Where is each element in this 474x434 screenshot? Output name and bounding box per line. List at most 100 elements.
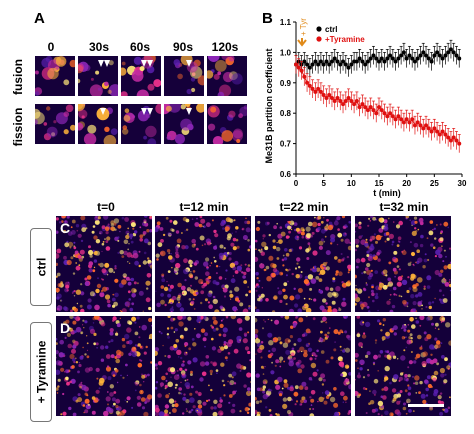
ctrl-point bbox=[385, 56, 390, 61]
arrowhead-marker bbox=[147, 108, 153, 115]
chart-y-axis-label: Me31B partition coefficient bbox=[264, 48, 274, 163]
tyramine-point bbox=[424, 123, 429, 128]
tyramine-tile-0-texture bbox=[56, 316, 152, 416]
ctrl-point bbox=[338, 62, 343, 67]
tyramine-point bbox=[374, 111, 379, 116]
tyramine-tile-3 bbox=[355, 316, 451, 416]
tyramine-point bbox=[365, 108, 370, 113]
tyramine-point bbox=[393, 117, 398, 122]
tyramine-tile-0 bbox=[56, 316, 152, 416]
fusion-tile-2-texture bbox=[121, 56, 161, 96]
ctrl-point bbox=[352, 59, 357, 64]
fission-tile-3-texture bbox=[164, 104, 204, 144]
ctrl-point bbox=[316, 62, 321, 67]
panel-a-time-30s: 30s bbox=[88, 40, 110, 54]
arrowhead-marker bbox=[104, 60, 110, 67]
tyramine-point bbox=[346, 96, 351, 100]
tyramine-point bbox=[324, 96, 329, 100]
ctrl-point bbox=[437, 53, 442, 58]
x-tick-label: 10 bbox=[347, 179, 356, 188]
tyramine-point bbox=[349, 99, 354, 104]
ctrl-point bbox=[318, 59, 323, 64]
y-tick-label: 0.6 bbox=[280, 170, 292, 179]
fission-tile-0-texture bbox=[35, 104, 75, 141]
ctrl-point bbox=[440, 56, 445, 61]
tyramine-point bbox=[338, 99, 343, 104]
ctrl-point bbox=[382, 59, 387, 64]
ctrl-point bbox=[335, 59, 340, 64]
tyramine-point bbox=[305, 80, 310, 85]
tyramine-point bbox=[426, 126, 431, 131]
ctrl-point bbox=[374, 56, 379, 61]
ctrl-row-label: ctrl bbox=[34, 257, 48, 277]
ctrl-point bbox=[429, 59, 434, 64]
tyramine-point bbox=[332, 99, 337, 104]
tyramine-point bbox=[457, 141, 462, 146]
y-tick-label: 0.8 bbox=[280, 109, 292, 118]
tyramine-point bbox=[415, 120, 420, 125]
arrowhead-marker bbox=[147, 60, 153, 67]
tyramine-tile-2-texture bbox=[255, 316, 351, 416]
legend-ctrl-marker bbox=[316, 26, 322, 32]
tyramine-point bbox=[357, 105, 362, 110]
y-tick-label: 1.0 bbox=[280, 48, 292, 57]
tyramine-point bbox=[335, 96, 340, 100]
ctrl-point bbox=[346, 65, 351, 70]
panel-b-label: B bbox=[262, 10, 273, 27]
y-tick-label: 0.9 bbox=[280, 79, 292, 88]
tyramine-point bbox=[371, 108, 376, 113]
ctrl-point bbox=[396, 56, 401, 61]
ctrl-point bbox=[377, 59, 381, 64]
tyramine-point bbox=[299, 68, 304, 73]
tyr-annotation: + Tyr bbox=[299, 18, 308, 36]
panel-a-time-60s: 60s bbox=[129, 40, 151, 54]
legend-ctrl-label: ctrl bbox=[325, 25, 337, 34]
ctrl-point bbox=[426, 56, 431, 61]
ctrl-point bbox=[432, 53, 437, 58]
fission-tile-1-texture bbox=[78, 104, 118, 144]
fusion-tile-3 bbox=[164, 56, 204, 96]
ctrl-point bbox=[332, 56, 337, 61]
x-tick-label: 5 bbox=[321, 179, 326, 188]
ctrl-tile-1 bbox=[155, 216, 251, 312]
ctrl-point bbox=[357, 56, 362, 61]
ctrl-point bbox=[302, 59, 307, 64]
panel-a-label: A bbox=[34, 10, 45, 27]
tyramine-point bbox=[432, 126, 437, 131]
tyramine-point bbox=[421, 126, 426, 131]
tyramine-row-label: + Tyramine bbox=[34, 340, 48, 404]
fission-tile-3 bbox=[164, 104, 204, 144]
tyramine-point bbox=[363, 105, 368, 110]
ctrl-point bbox=[410, 56, 415, 61]
tyramine-point bbox=[451, 135, 456, 140]
panel-a-row-fusion-label: fusion bbox=[11, 59, 25, 95]
tyramine-point bbox=[316, 86, 321, 91]
tyramine-point bbox=[360, 102, 365, 107]
x-tick-label: 0 bbox=[294, 179, 299, 188]
ctrl-row-label-box: ctrl bbox=[30, 228, 52, 306]
ctrl-point bbox=[443, 53, 448, 58]
ctrl-point bbox=[343, 62, 348, 67]
ctrl-point bbox=[454, 53, 459, 58]
fission-tile-0 bbox=[35, 104, 75, 144]
tyramine-tile-1-texture bbox=[155, 316, 251, 416]
tyramine-point bbox=[341, 102, 346, 107]
ctrl-point bbox=[404, 56, 409, 61]
tyramine-point bbox=[321, 92, 326, 97]
arrowhead-marker bbox=[141, 108, 147, 115]
ctrl-point bbox=[305, 62, 310, 67]
tyramine-point bbox=[429, 129, 434, 134]
ctrl-point bbox=[451, 50, 456, 55]
fusion-tile-1-texture bbox=[78, 60, 118, 96]
tyramine-point bbox=[296, 65, 301, 70]
tyramine-point bbox=[352, 102, 357, 107]
arrowhead-marker bbox=[141, 60, 147, 67]
ctrl-point bbox=[349, 62, 354, 67]
tyramine-point bbox=[404, 117, 409, 122]
fusion-tile-0 bbox=[35, 56, 75, 96]
ctrl-point bbox=[310, 62, 315, 67]
ctrl-point bbox=[412, 59, 417, 64]
tyramine-row-label-box: + Tyramine bbox=[30, 322, 52, 422]
tyramine-point bbox=[310, 86, 315, 91]
arrowhead-marker bbox=[100, 108, 106, 115]
